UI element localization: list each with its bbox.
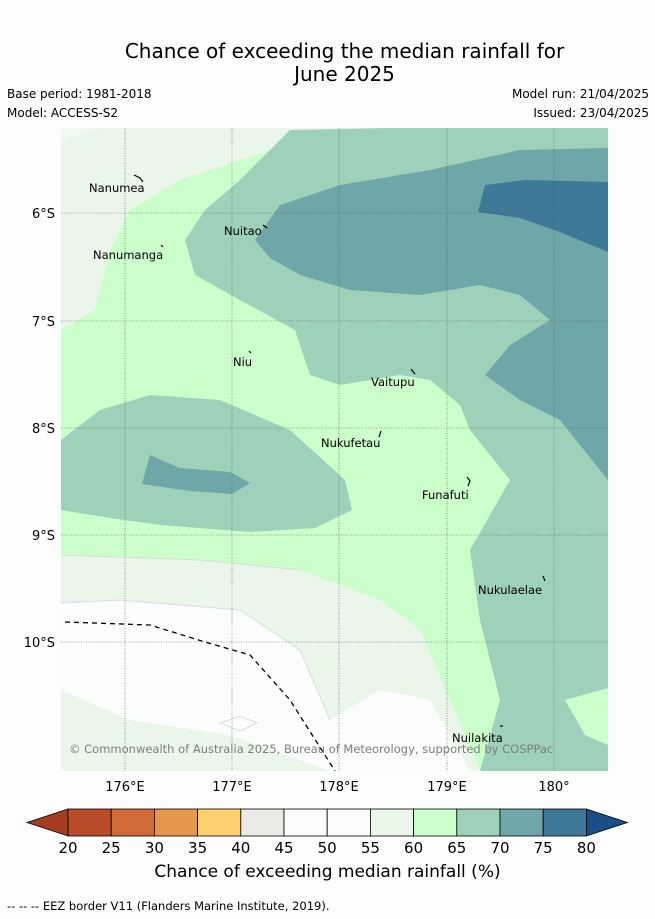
- colorbar-level-label: 80: [577, 839, 596, 857]
- title-line-1: Chance of exceeding the median rainfall …: [124, 39, 565, 63]
- model-run-label: Model run: 21/04/2025: [511, 87, 649, 101]
- colorbar-swatch: [153, 808, 198, 837]
- colorbar: [25, 808, 629, 837]
- base-period-label: Base period: 1981-2018: [7, 87, 152, 101]
- lat-tick-label: 6°S: [32, 207, 55, 222]
- lat-tick-label: 7°S: [32, 315, 55, 330]
- island-label: Vaitupu: [371, 375, 415, 389]
- island-niu-shape: [248, 350, 252, 354]
- island-nanumanga-shape: [160, 244, 164, 248]
- lat-tick-label: 10°S: [24, 636, 55, 651]
- island-shapes: [133, 174, 546, 727]
- island-label: Nanumea: [89, 181, 145, 195]
- colorbar-swatch: [67, 808, 112, 837]
- island-label: Nukulaelae: [478, 583, 542, 597]
- zone-70-75-main: [255, 148, 608, 480]
- colorbar-swatch: [369, 808, 414, 837]
- colorbar-swatch: [413, 808, 458, 837]
- island-vaitupu-shape: [410, 368, 416, 375]
- island-funafuti-shape: [466, 476, 471, 487]
- colorbar-level-label: 65: [447, 839, 466, 857]
- zone-75-80: [478, 180, 608, 252]
- colorbar-level-label: 60: [404, 839, 423, 857]
- model-label: Model: ACCESS-S2: [7, 106, 119, 120]
- island-nukulaelae-shape: [542, 575, 546, 582]
- island-label: Nanumanga: [93, 248, 163, 262]
- issued-label: Issued: 23/04/2025: [533, 106, 649, 120]
- colorbar-swatch: [240, 808, 285, 837]
- lon-tick-label: 176°E: [105, 780, 145, 795]
- eez-border: [64, 621, 336, 771]
- lon-tick-label: 179°E: [427, 780, 467, 795]
- island-nanumea-shape: [133, 174, 144, 183]
- colorbar-swatch: [542, 808, 587, 837]
- colorbar-swatch: [499, 808, 544, 837]
- colorbar-level-label: 30: [145, 839, 164, 857]
- lon-tick-label: 178°E: [319, 780, 359, 795]
- colorbar-swatch: [456, 808, 501, 837]
- island-nuitao-shape: [262, 224, 268, 229]
- colorbar-swatch: [326, 808, 371, 837]
- title-line-2: June 2025: [294, 62, 395, 86]
- colorbar-level-label: 70: [490, 839, 509, 857]
- lon-tick-label: 177°E: [212, 780, 252, 795]
- colorbar-level-label: 45: [274, 839, 293, 857]
- colorbar-level-label: 50: [318, 839, 337, 857]
- island-nukufetau-shape: [378, 430, 382, 438]
- gridlines: [61, 128, 608, 771]
- island-label: Nuilakita: [452, 731, 503, 745]
- lat-tick-label: 8°S: [32, 422, 55, 437]
- zone-70-75-west: [142, 455, 250, 494]
- zone-65-70-west: [61, 395, 352, 532]
- colorbar-extend-high: [586, 808, 629, 837]
- island-label: Niu: [233, 355, 252, 369]
- island-label: Nukufetau: [321, 436, 380, 450]
- colorbar-level-label: 20: [58, 839, 77, 857]
- island-label: Funafuti: [422, 488, 469, 502]
- colorbar-level-label: 40: [231, 839, 250, 857]
- longitude-axis: 176°E 177°E 178°E 179°E 180°: [105, 780, 569, 795]
- latitude-axis: 6°S 7°S 8°S 9°S 10°S: [24, 207, 55, 651]
- contour-lines: [61, 554, 331, 732]
- colorbar-swatch: [197, 808, 242, 837]
- colorbar-level-label: 35: [188, 839, 207, 857]
- lat-tick-label: 9°S: [32, 529, 55, 544]
- zone-60-65-ne-swirl: [61, 128, 200, 150]
- lon-tick-label: 180°: [538, 780, 569, 795]
- map-title: Chance of exceeding the median rainfall …: [0, 40, 655, 86]
- colorbar-swatch: [110, 808, 155, 837]
- colorbar-extend-low: [25, 808, 69, 837]
- colorbar-level-label: 55: [361, 839, 380, 857]
- eez-footnote: -- -- -- EEZ border V11 (Flanders Marine…: [7, 899, 330, 913]
- legend-title: Chance of exceeding median rainfall (%): [154, 862, 501, 882]
- island-label: Nuitao: [224, 224, 262, 238]
- zone-55-60-lower: [61, 690, 330, 771]
- map-panel: Nanumea Nanumanga Nuitao Niu Vaitupu Nuk…: [61, 128, 608, 771]
- island-labels: Nanumea Nanumanga Nuitao Niu Vaitupu Nuk…: [89, 181, 542, 745]
- zone-60-65-se: [565, 688, 608, 745]
- colorbar-swatch: [283, 808, 328, 837]
- colorbar-level-label: 25: [102, 839, 121, 857]
- colorbar-level-label: 75: [534, 839, 553, 857]
- copyright-note: © Commonwealth of Australia 2025, Bureau…: [69, 742, 553, 756]
- colorbar-labels: 20 25 30 35 40 45 50 55 60 65 70 75 80: [58, 839, 595, 857]
